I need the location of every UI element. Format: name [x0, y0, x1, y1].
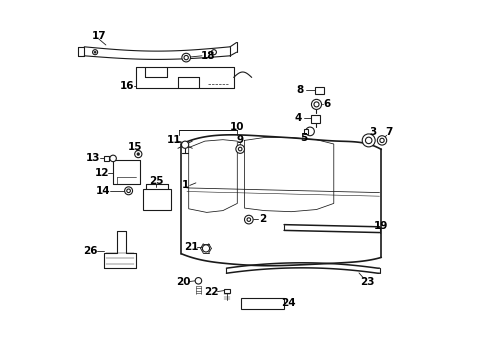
- Bar: [241, 298, 284, 309]
- Circle shape: [246, 218, 250, 221]
- Text: 16: 16: [120, 81, 135, 91]
- Text: 13: 13: [86, 153, 101, 163]
- Text: 22: 22: [203, 287, 218, 297]
- Text: 19: 19: [373, 221, 387, 231]
- Text: 14: 14: [96, 186, 110, 196]
- Text: 18: 18: [200, 51, 215, 61]
- Circle shape: [202, 245, 209, 252]
- Text: 12: 12: [94, 168, 109, 178]
- Text: 9: 9: [236, 135, 243, 145]
- Bar: [104, 156, 109, 161]
- Circle shape: [134, 150, 142, 158]
- Bar: [314, 87, 323, 94]
- Bar: [311, 115, 320, 123]
- Circle shape: [110, 155, 116, 162]
- Text: 25: 25: [149, 176, 163, 186]
- Text: 23: 23: [359, 276, 373, 287]
- Text: 8: 8: [296, 85, 304, 95]
- Text: 4: 4: [293, 113, 301, 123]
- Circle shape: [195, 278, 201, 284]
- Text: 10: 10: [229, 122, 244, 132]
- Text: 11: 11: [167, 135, 181, 145]
- Circle shape: [137, 153, 140, 156]
- Circle shape: [92, 50, 98, 55]
- Circle shape: [126, 189, 130, 193]
- Circle shape: [311, 99, 321, 109]
- Circle shape: [244, 215, 253, 224]
- Circle shape: [94, 51, 96, 53]
- Circle shape: [362, 134, 374, 147]
- Bar: [142, 189, 170, 210]
- Circle shape: [235, 145, 244, 153]
- Circle shape: [182, 53, 190, 62]
- Text: 15: 15: [127, 142, 142, 152]
- Circle shape: [377, 136, 386, 145]
- Bar: [303, 129, 307, 134]
- Text: 21: 21: [184, 242, 199, 252]
- Circle shape: [183, 55, 188, 60]
- Text: 26: 26: [83, 246, 98, 256]
- Text: 2: 2: [259, 214, 266, 224]
- Circle shape: [379, 138, 384, 143]
- Circle shape: [238, 147, 242, 151]
- Bar: [224, 289, 230, 293]
- Text: 5: 5: [300, 132, 307, 143]
- Circle shape: [365, 137, 371, 144]
- Text: 3: 3: [369, 127, 376, 138]
- Circle shape: [305, 127, 314, 136]
- Text: 6: 6: [322, 99, 329, 109]
- Circle shape: [313, 102, 318, 107]
- Circle shape: [211, 50, 216, 55]
- Text: 24: 24: [281, 298, 295, 309]
- Text: 20: 20: [176, 276, 190, 287]
- Text: 7: 7: [384, 127, 391, 138]
- Text: 17: 17: [91, 31, 106, 41]
- Circle shape: [124, 187, 132, 195]
- Text: 1: 1: [181, 180, 188, 190]
- Circle shape: [181, 141, 188, 148]
